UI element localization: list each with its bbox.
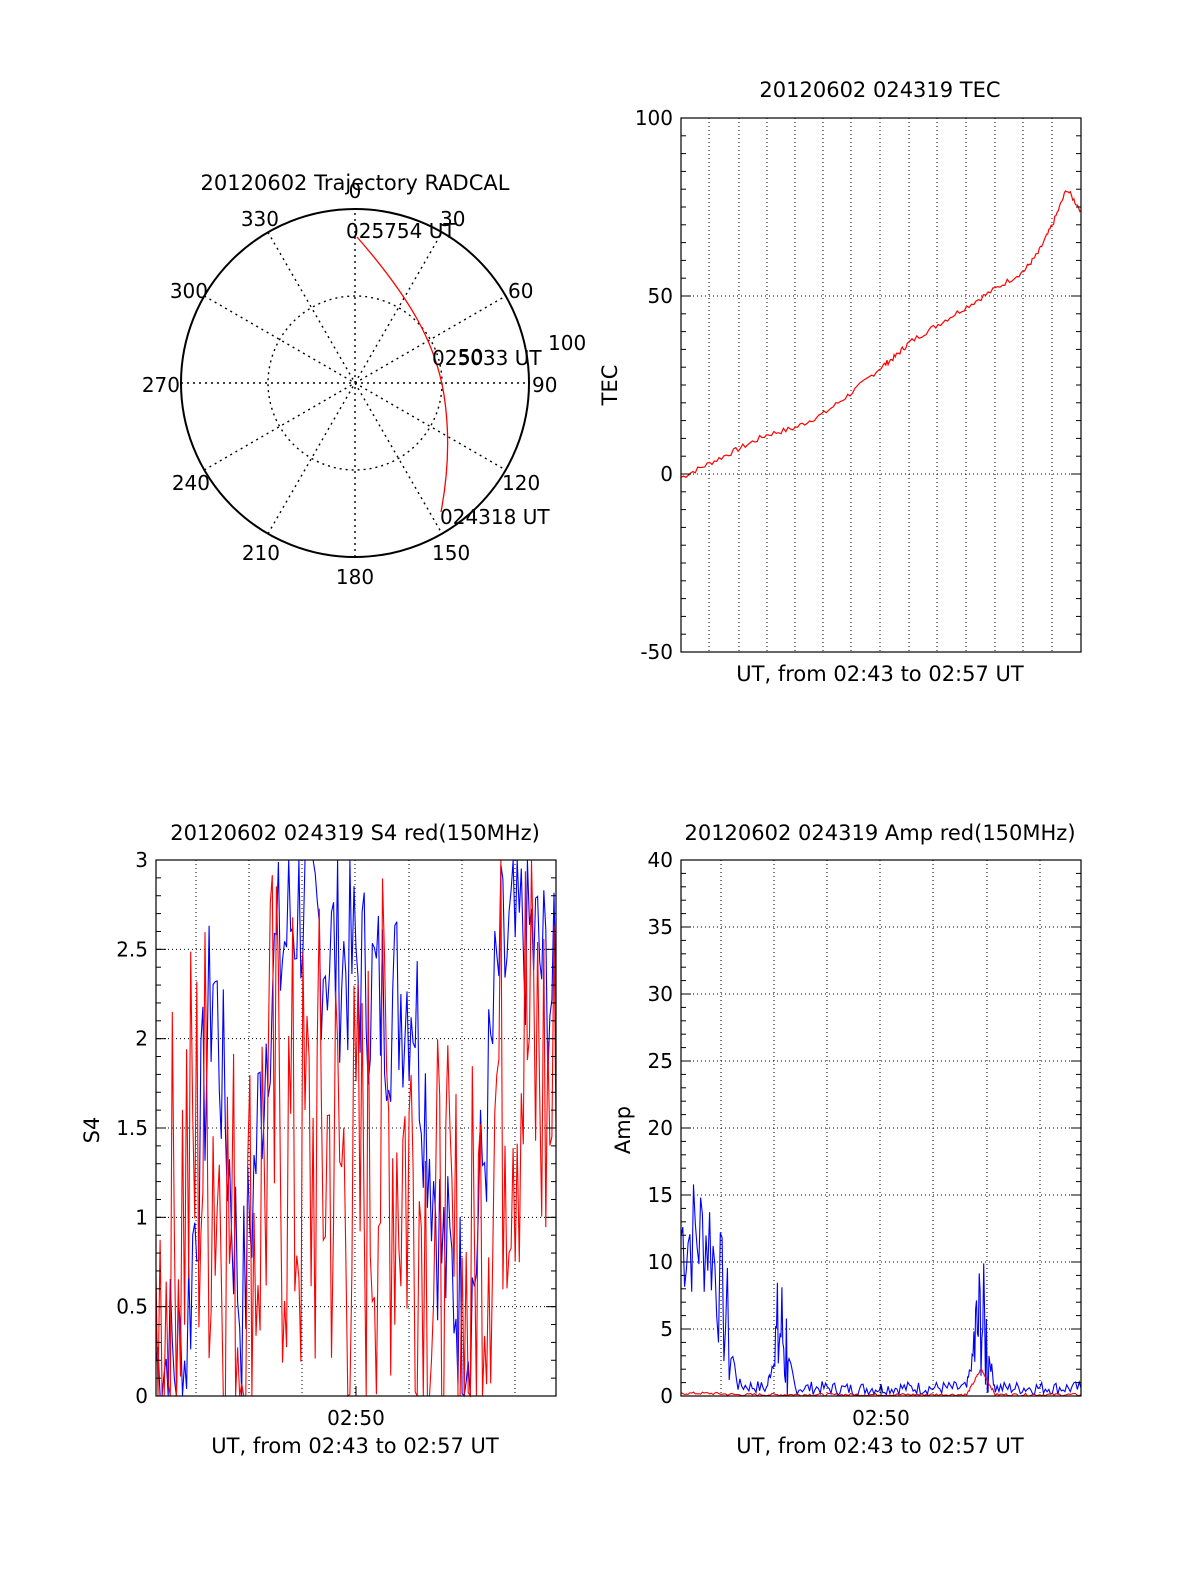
polar-azimuth-label: 150 bbox=[432, 541, 470, 565]
amp-xlabel: UT, from 02:43 to 02:57 UT bbox=[736, 1434, 1024, 1458]
s4-ytick-label: 1.5 bbox=[116, 1116, 148, 1140]
polar-azimuth-label: 180 bbox=[336, 565, 374, 589]
polar-azimuth-label: 30 bbox=[440, 207, 465, 231]
polar-azimuth-label: 330 bbox=[241, 207, 279, 231]
polar-azimuth-label: 60 bbox=[508, 279, 533, 303]
amp-ytick-label: 10 bbox=[648, 1250, 673, 1274]
s4-series bbox=[155, 859, 557, 1398]
amp-ytick-label: 0 bbox=[660, 1384, 673, 1408]
amp-ytick-label: 5 bbox=[660, 1317, 673, 1341]
amp-ytick-label: 35 bbox=[648, 915, 673, 939]
tec-series-red bbox=[680, 190, 1082, 479]
tec-ylabel: TEC bbox=[598, 365, 622, 407]
s4-ytick-label: 2.5 bbox=[116, 937, 148, 961]
s4-panel: 20120602 024319 S4 red(150MHz) 3 2.5 2 1.5 1… bbox=[80, 821, 557, 1458]
polar-azimuth-label: 210 bbox=[242, 541, 280, 565]
amp-series bbox=[680, 1184, 1082, 1397]
polar-radial-label: 100 bbox=[548, 331, 586, 355]
amp-ytick-label: 20 bbox=[648, 1116, 673, 1140]
polar-title: 20120602 Trajectory RADCAL bbox=[201, 171, 510, 195]
amp-title: 20120602 024319 Amp red(150MHz) bbox=[684, 821, 1075, 845]
tec-ytick-label: 100 bbox=[635, 106, 673, 130]
polar-trajectory-line bbox=[356, 236, 449, 513]
tec-title: 20120602 024319 TEC bbox=[759, 78, 1000, 102]
polar-azimuth-labels: 0 30 60 90 120 150 180 210 240 270 300 330 bbox=[142, 179, 558, 589]
polar-azimuth-label: 90 bbox=[532, 373, 557, 397]
s4-ylabel: S4 bbox=[80, 1117, 104, 1144]
tec-ytick-label: 50 bbox=[648, 284, 673, 308]
tec-xlabel: UT, from 02:43 to 02:57 UT bbox=[736, 662, 1024, 686]
amp-ytick-label: 15 bbox=[648, 1183, 673, 1207]
amp-ytick-label: 40 bbox=[648, 848, 673, 872]
s4-ytick-label: 2 bbox=[135, 1027, 148, 1051]
amp-y-ticks: 40 35 30 25 20 15 10 5 0 bbox=[648, 848, 1081, 1408]
s4-ytick-label: 0 bbox=[135, 1384, 148, 1408]
s4-title: 20120602 024319 S4 red(150MHz) bbox=[170, 821, 540, 845]
polar-panel: 20120602 Trajectory RADCAL 0 30 60 90 120 150… bbox=[142, 171, 586, 589]
s4-xtick-label: 02:50 bbox=[327, 1406, 385, 1430]
amp-ylabel: Amp bbox=[611, 1106, 635, 1154]
polar-spoke bbox=[267, 231, 443, 535]
polar-start-label: 024318 UT bbox=[440, 505, 550, 529]
tec-frame bbox=[680, 117, 1082, 653]
tec-ytick-label: 0 bbox=[660, 462, 673, 486]
s4-ytick-label: 0.5 bbox=[116, 1295, 148, 1319]
amp-ytick-label: 25 bbox=[648, 1049, 673, 1073]
tec-grid bbox=[681, 118, 1081, 652]
tec-series bbox=[680, 190, 1082, 479]
s4-y-ticks: 3 2.5 2 1.5 1 0.5 0 bbox=[116, 848, 556, 1408]
polar-outer-circle bbox=[180, 208, 530, 558]
polar-azimuth-label: 120 bbox=[502, 471, 540, 495]
tec-y-ticks: 100 50 0 -50 bbox=[635, 106, 1081, 664]
tec-panel: 20120602 024319 TEC 100 50 0 -50 UT, from 0… bbox=[598, 78, 1082, 686]
amp-panel: 20120602 024319 Amp red(150MHz) 40 35 30 25… bbox=[611, 821, 1082, 1458]
polar-mid-label: 025033 UT bbox=[432, 346, 542, 370]
polar-azimuth-label: 240 bbox=[172, 471, 210, 495]
s4-x-ticks: 02:50 bbox=[327, 1386, 385, 1430]
s4-ytick-label: 3 bbox=[135, 848, 148, 872]
amp-ytick-label: 30 bbox=[648, 982, 673, 1006]
s4-ytick-label: 1 bbox=[135, 1205, 148, 1229]
polar-end-label: 025754 UT bbox=[346, 219, 456, 243]
polar-azimuth-label: 270 bbox=[142, 373, 180, 397]
polar-azimuth-label: 0 bbox=[349, 179, 362, 203]
s4-series-red bbox=[155, 859, 557, 1398]
amp-grid bbox=[681, 860, 1081, 1396]
tec-ytick-label: -50 bbox=[640, 640, 673, 664]
amp-series-blue bbox=[680, 1184, 1082, 1397]
amp-xtick-label: 02:50 bbox=[852, 1406, 910, 1430]
s4-series-blue bbox=[155, 859, 557, 1398]
amp-x-ticks: 02:50 bbox=[852, 1386, 910, 1430]
s4-xlabel: UT, from 02:43 to 02:57 UT bbox=[211, 1434, 499, 1458]
polar-mid-radial-label: 50 bbox=[458, 345, 483, 369]
polar-azimuth-label: 300 bbox=[170, 279, 208, 303]
